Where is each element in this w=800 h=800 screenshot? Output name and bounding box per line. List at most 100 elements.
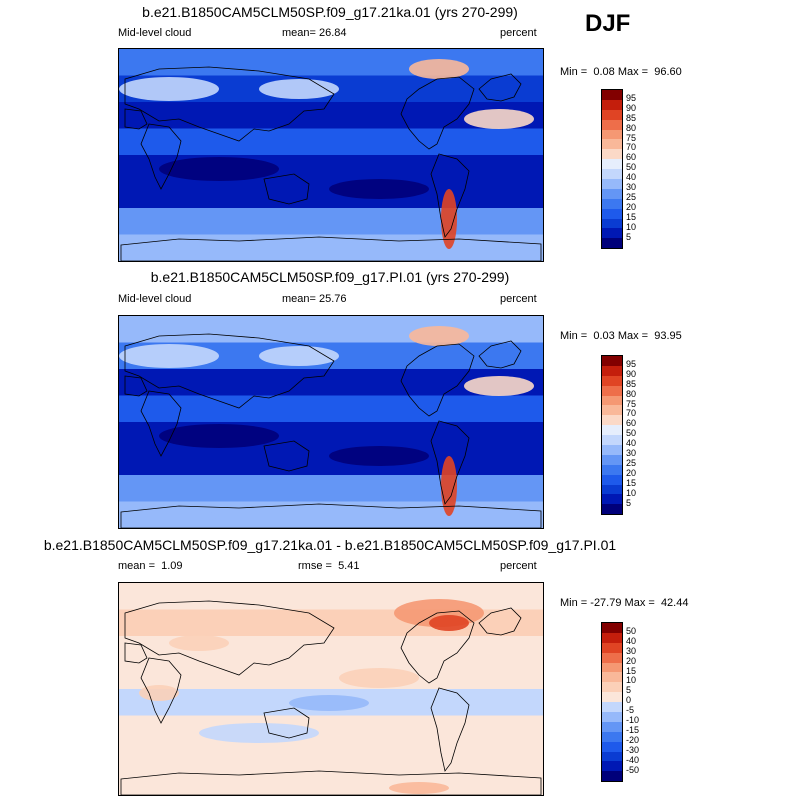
colorbar-tick-label: 85 — [626, 378, 637, 389]
colorbar-swatch — [602, 119, 622, 130]
colorbar-swatch — [602, 682, 622, 693]
colorbar-swatch — [602, 761, 622, 772]
panel-2-units: percent — [500, 293, 537, 305]
colorbar-swatch — [602, 731, 622, 742]
colorbar-swatch — [602, 652, 622, 663]
colorbar-swatch — [602, 435, 622, 446]
colorbar-tick-label: 50 — [626, 162, 637, 173]
colorbar-tick-label: -30 — [626, 744, 640, 755]
map-cloud-feature — [409, 59, 469, 79]
panel-2-mean-value: 25.76 — [319, 293, 347, 305]
panel-3-mean: mean = 1.09 — [118, 560, 183, 572]
colorbar-swatch — [602, 385, 622, 396]
coastline — [140, 123, 182, 190]
panel-3-max-label: Max = — [624, 597, 655, 609]
panel-3-map-svg — [119, 583, 543, 795]
panel-2-min-label: Min = — [560, 330, 588, 342]
coastline — [140, 390, 182, 457]
map-band — [119, 742, 543, 769]
colorbar-swatch — [602, 484, 622, 495]
panel-3-min-value: -27.79 — [590, 597, 622, 609]
coastline — [124, 108, 148, 130]
colorbar-box — [601, 355, 623, 516]
colorbar-tick-label: 15 — [626, 665, 637, 676]
colorbar-tick-label: -15 — [626, 724, 640, 735]
colorbar-swatch — [602, 494, 622, 505]
colorbar-tick-label: -5 — [626, 705, 635, 716]
colorbar-tick-label: 60 — [626, 418, 637, 429]
colorbar-swatch — [602, 464, 622, 475]
panel-2-variable-label: Mid-level cloud — [118, 293, 192, 305]
panel-3-map — [118, 582, 544, 796]
map-band — [119, 662, 543, 690]
panel-3-min-label: Min = — [560, 597, 588, 609]
colorbar-tick-label: 75 — [626, 132, 637, 143]
colorbar-swatch — [602, 99, 622, 110]
panel-1-map — [118, 48, 544, 262]
map-cloud-feature — [119, 508, 219, 524]
colorbar-swatch — [602, 425, 622, 436]
panel-1-max-label: Max = — [617, 66, 649, 78]
panel-2-colorbar: 95 90 85 80 75 70 60 50 40 30 25 20 15 10 5 — [601, 355, 636, 516]
panel-3-rmse-label: rmse = — [298, 560, 332, 572]
colorbar-swatch — [602, 721, 622, 732]
colorbar-swatch — [602, 90, 622, 100]
colorbar-tick-label: 80 — [626, 388, 637, 399]
panel-1-units: percent — [500, 27, 537, 39]
map-cloud-feature — [139, 685, 179, 701]
colorbar-tick-label: 30 — [626, 645, 637, 656]
colorbar-tick-label: 5 — [626, 497, 632, 508]
map-cloud-feature — [119, 241, 219, 257]
map-band — [119, 583, 543, 610]
map-band — [119, 49, 543, 76]
colorbar-tick-label: 20 — [626, 655, 637, 666]
coastline — [430, 153, 470, 238]
colorbar-tick-label: 30 — [626, 182, 637, 192]
map-cloud-feature — [464, 376, 534, 396]
map-cloud-feature — [259, 79, 339, 99]
colorbar-swatch — [602, 198, 622, 209]
panel-3-max-value: 42.44 — [660, 597, 689, 609]
panel-1-mean: mean= 26.84 — [282, 27, 347, 39]
colorbar-tick-label: 60 — [626, 152, 637, 163]
map-band — [119, 475, 543, 502]
panel-3-rmse-value: 5.41 — [338, 560, 360, 572]
panel-3-title: b.e21.B1850CAM5CLM50SP.f09_g17.21ka.01 -… — [43, 537, 617, 553]
map-cloud-feature — [464, 109, 534, 129]
colorbar-tick-label: 5 — [626, 685, 632, 696]
colorbar-swatch — [602, 188, 622, 199]
coastline — [120, 770, 542, 795]
coastline — [478, 607, 522, 636]
colorbar-swatch — [602, 741, 622, 752]
map-band — [119, 181, 543, 209]
colorbar-swatch — [602, 356, 622, 366]
panel-1-mean-label: mean= — [282, 27, 316, 39]
coastline — [120, 236, 542, 261]
coastline — [263, 440, 310, 472]
colorbar-tick-label: 40 — [626, 635, 637, 646]
map-cloud-feature — [329, 446, 429, 466]
colorbar-swatch — [602, 395, 622, 406]
colorbar-swatch — [602, 208, 622, 219]
colorbar-tick-label: 40 — [626, 172, 637, 183]
colorbar-tick-label: 30 — [626, 448, 637, 458]
panel-1-max-value: 96.60 — [654, 66, 682, 78]
map-cloud-feature — [389, 782, 449, 794]
colorbar-tick-label: -10 — [626, 715, 640, 725]
map-cloud-feature — [289, 695, 369, 711]
map-cloud-feature — [429, 615, 469, 631]
panel-1-variable-label: Mid-level cloud — [118, 27, 192, 39]
colorbar-tick-label: 10 — [626, 675, 637, 686]
colorbar-swatch — [602, 129, 622, 140]
colorbar-swatch — [602, 702, 622, 713]
map-cloud-feature — [339, 668, 419, 688]
colorbar-swatch — [602, 623, 622, 633]
panel-1-min-value: 0.08 — [593, 66, 615, 78]
map-cloud-feature — [409, 326, 469, 346]
coastline — [124, 333, 335, 409]
panel-2-map — [118, 315, 544, 529]
colorbar-tick-label: 15 — [626, 211, 637, 222]
map-cloud-feature — [329, 179, 429, 199]
colorbar-swatch — [602, 169, 622, 180]
map-band — [119, 128, 543, 156]
